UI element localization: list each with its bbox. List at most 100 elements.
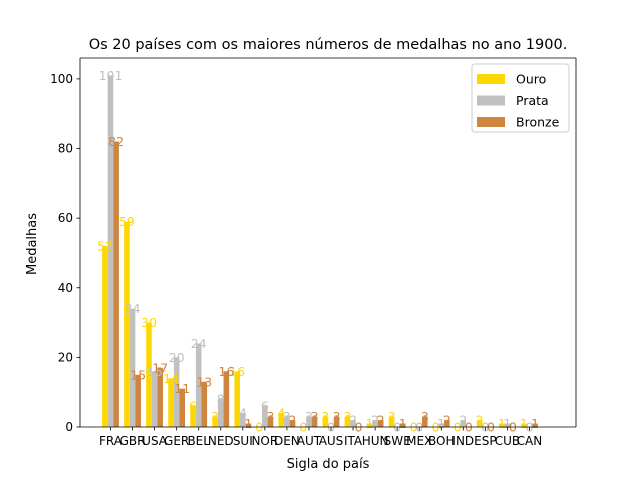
value-label-prata-den: 3: [283, 409, 291, 424]
value-label-bronze-ger: 11: [174, 381, 190, 396]
bar-bronze-mex: [422, 416, 428, 427]
value-label-prata-ned: 8: [217, 392, 225, 407]
x-tick-label-ita: ITA: [344, 434, 363, 448]
y-tick-label-20: 20: [58, 350, 73, 364]
value-label-ouro-ned: 3: [211, 409, 219, 424]
bar-ouro-usa: [146, 322, 152, 427]
value-label-ouro-cub: 1: [498, 416, 506, 431]
bar-prata-fra: [107, 75, 114, 427]
x-tick-label-bel: BEL: [187, 434, 210, 448]
legend-swatch-prata: [477, 95, 505, 106]
x-tick-label-fra: FRA: [99, 434, 123, 448]
bar-prata-usa: [151, 371, 158, 427]
x-tick-label-sui: SUI: [233, 434, 253, 448]
value-label-bronze-can: 1: [531, 416, 539, 431]
legend-label-ouro: Ouro: [516, 72, 546, 87]
value-label-bronze-hun: 2: [377, 413, 385, 428]
bar-ouro-cub: [499, 423, 505, 427]
bar-bronze-usa: [157, 367, 163, 427]
value-label-bronze-ned: 16: [218, 364, 234, 379]
bar-ouro-ger: [168, 378, 174, 427]
value-label-prata-aut: 3: [305, 409, 313, 424]
y-tick-label-60: 60: [58, 211, 73, 225]
value-label-prata-cub: 1: [503, 416, 511, 431]
bar-ouro-aus: [322, 416, 329, 427]
value-label-ouro-can: 1: [520, 416, 528, 431]
x-tick-label-hun: HUN: [362, 434, 389, 448]
bar-prata-boh: [438, 423, 445, 427]
x-axis-label: Sigla do país: [287, 457, 370, 472]
x-tick-label-aut: AUT: [297, 434, 322, 448]
x-tick-label-cub: CUB: [495, 434, 520, 448]
value-label-ouro-bel: 6: [189, 399, 197, 414]
value-label-prata-usa: 16: [147, 364, 163, 379]
value-label-ouro-fra: 52: [97, 238, 113, 253]
bar-ouro-fra: [102, 245, 108, 427]
legend-swatch-ouro: [477, 74, 505, 84]
value-label-ouro-ita: 3: [343, 409, 351, 424]
x-tick-label-nor: NOR: [251, 434, 278, 448]
bar-bronze-ned: [223, 371, 230, 427]
x-tick-label-swe: SWE: [384, 434, 411, 448]
x-tick-label-esp: ESP: [474, 434, 496, 448]
bar-bronze-bel: [201, 381, 208, 427]
value-label-prata-ita: 2: [349, 413, 357, 428]
legend-label-prata: Prata: [516, 93, 549, 108]
y-tick-label-100: 100: [50, 72, 73, 86]
legend-swatch-bronze: [477, 117, 505, 127]
bar-prata-ned: [217, 399, 224, 427]
x-tick-label-den: DEN: [274, 434, 300, 448]
bar-ouro-hun: [366, 423, 373, 427]
value-label-bronze-aus: 3: [333, 409, 341, 424]
bar-prata-gbr: [129, 308, 136, 427]
chart-title: Os 20 países com os maiores números de m…: [89, 37, 568, 53]
x-tick-label-ger: GER: [164, 434, 189, 448]
x-tick-label-ned: NED: [208, 434, 234, 448]
value-label-ouro-sui: 16: [229, 364, 245, 379]
value-label-ouro-hun: 1: [366, 416, 374, 431]
x-tick-label-mex: MEX: [406, 434, 432, 448]
bar-prata-ita: [350, 420, 356, 427]
bar-prata-cub: [504, 423, 511, 427]
y-tick-label-40: 40: [58, 281, 73, 295]
value-label-ouro-gbr: 59: [119, 214, 135, 229]
value-label-prata-boh: 1: [437, 416, 445, 431]
bar-bronze-aut: [311, 416, 318, 427]
bar-prata-den: [284, 416, 290, 427]
y-tick-label-0: 0: [65, 420, 73, 434]
x-tick-label-ind: IND: [452, 434, 474, 448]
value-label-bronze-sui: 1: [244, 416, 252, 431]
bar-bronze-sui: [245, 423, 252, 427]
bar-bronze-nor: [267, 416, 274, 427]
value-label-ouro-swe: 3: [388, 409, 396, 424]
bar-bronze-can: [532, 423, 538, 427]
value-label-bronze-mex: 3: [421, 409, 429, 424]
bar-bronze-hun: [377, 420, 384, 427]
bar-ouro-can: [521, 423, 527, 427]
bar-bronze-fra: [113, 141, 119, 428]
bar-prata-sui: [240, 413, 246, 427]
bar-prata-ger: [173, 357, 180, 427]
bar-prata-nor: [262, 406, 268, 427]
x-tick-label-aus: AUS: [319, 434, 344, 448]
bar-bronze-den: [289, 420, 296, 427]
value-label-prata-nor: 6: [261, 399, 269, 414]
bar-ouro-swe: [388, 416, 395, 427]
bar-prata-hun: [372, 420, 378, 427]
value-label-prata-hun: 2: [371, 413, 379, 428]
legend: Ouro Prata Bronze: [471, 63, 570, 133]
value-label-ouro-esp: 2: [476, 413, 484, 428]
bar-prata-aut: [306, 416, 312, 427]
value-label-bronze-nor: 3: [266, 409, 274, 424]
bar-ouro-esp: [476, 420, 483, 427]
legend-label-bronze: Bronze: [516, 115, 560, 130]
value-label-prata-gbr: 34: [125, 301, 141, 316]
bar-ouro-ita: [344, 416, 351, 427]
x-tick-label-can: CAN: [517, 434, 543, 448]
value-label-ouro-usa: 30: [141, 315, 157, 330]
bars-layer: [102, 75, 538, 428]
bar-ouro-ned: [212, 416, 218, 427]
